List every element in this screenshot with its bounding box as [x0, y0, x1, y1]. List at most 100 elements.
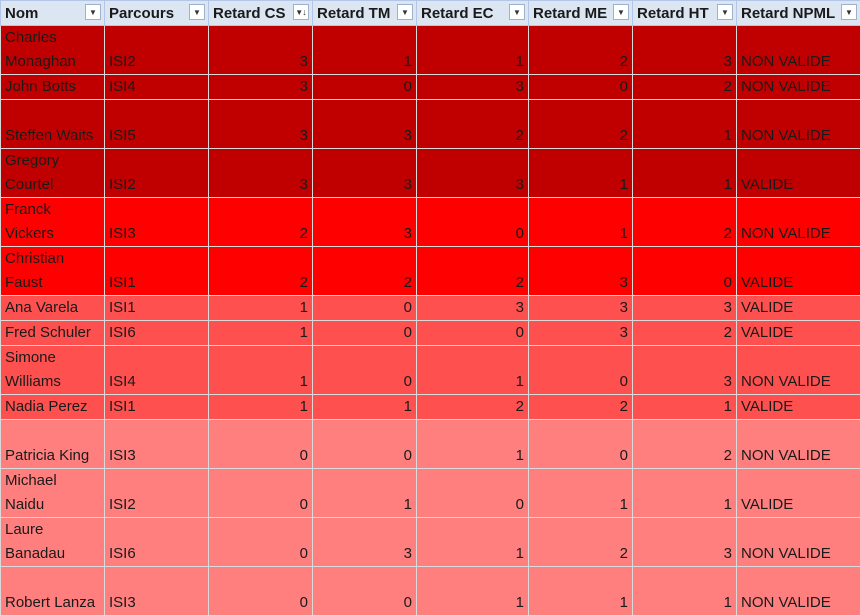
table-cell-me[interactable]: 1	[529, 469, 633, 518]
table-cell-ec[interactable]: 1	[417, 346, 529, 395]
table-cell-me[interactable]: 1	[529, 149, 633, 198]
table-cell-me[interactable]: 1	[529, 198, 633, 247]
table-cell-tm[interactable]: 0	[313, 75, 417, 100]
table-cell-npml[interactable]: NON VALIDE	[737, 100, 860, 149]
table-cell-tm[interactable]: 0	[313, 296, 417, 321]
table-cell-ht[interactable]: 2	[633, 321, 737, 346]
column-header[interactable]: Retard TM▼	[313, 1, 417, 26]
table-cell-parcours[interactable]: ISI1	[105, 296, 209, 321]
table-cell-ec[interactable]: 0	[417, 469, 529, 518]
table-cell-ec[interactable]: 3	[417, 75, 529, 100]
filter-dropdown-icon[interactable]: ▼	[509, 4, 525, 20]
table-cell-me[interactable]: 1	[529, 567, 633, 616]
table-cell-ec[interactable]: 1	[417, 518, 529, 567]
column-header[interactable]: Retard CS▼↓	[209, 1, 313, 26]
table-cell-ht[interactable]: 1	[633, 149, 737, 198]
table-cell-parcours[interactable]: ISI2	[105, 469, 209, 518]
table-cell-cs[interactable]: 0	[209, 567, 313, 616]
table-cell-npml[interactable]: VALIDE	[737, 469, 860, 518]
table-cell-ht[interactable]: 3	[633, 296, 737, 321]
table-cell-me[interactable]: 0	[529, 346, 633, 395]
table-cell-ht[interactable]: 0	[633, 247, 737, 296]
table-cell-npml[interactable]: VALIDE	[737, 395, 860, 420]
table-cell-cs[interactable]: 1	[209, 321, 313, 346]
filter-dropdown-icon[interactable]: ▼	[613, 4, 629, 20]
table-cell-nom[interactable]: Ana Varela	[1, 296, 105, 321]
table-cell-npml[interactable]: NON VALIDE	[737, 567, 860, 616]
table-cell-me[interactable]: 2	[529, 26, 633, 75]
table-cell-cs[interactable]: 3	[209, 75, 313, 100]
table-cell-nom[interactable]: Laure Banadau	[1, 518, 105, 567]
table-cell-tm[interactable]: 0	[313, 420, 417, 469]
table-cell-me[interactable]: 3	[529, 321, 633, 346]
table-cell-ec[interactable]: 0	[417, 198, 529, 247]
table-cell-ht[interactable]: 1	[633, 469, 737, 518]
table-cell-ht[interactable]: 1	[633, 395, 737, 420]
table-cell-me[interactable]: 2	[529, 518, 633, 567]
table-cell-tm[interactable]: 0	[313, 346, 417, 395]
table-cell-parcours[interactable]: ISI2	[105, 26, 209, 75]
table-cell-nom[interactable]: Simone Williams	[1, 346, 105, 395]
table-cell-cs[interactable]: 0	[209, 469, 313, 518]
table-cell-cs[interactable]: 0	[209, 518, 313, 567]
table-cell-npml[interactable]: VALIDE	[737, 296, 860, 321]
table-cell-ht[interactable]: 2	[633, 75, 737, 100]
table-cell-ec[interactable]: 1	[417, 567, 529, 616]
table-cell-ec[interactable]: 0	[417, 321, 529, 346]
table-cell-npml[interactable]: NON VALIDE	[737, 420, 860, 469]
table-cell-parcours[interactable]: ISI3	[105, 198, 209, 247]
table-cell-tm[interactable]: 0	[313, 567, 417, 616]
table-cell-tm[interactable]: 0	[313, 321, 417, 346]
table-cell-tm[interactable]: 3	[313, 198, 417, 247]
table-cell-nom[interactable]: Michael Naidu	[1, 469, 105, 518]
table-cell-npml[interactable]: NON VALIDE	[737, 75, 860, 100]
table-cell-cs[interactable]: 3	[209, 100, 313, 149]
table-cell-ht[interactable]: 2	[633, 420, 737, 469]
filter-dropdown-icon[interactable]: ▼	[85, 4, 101, 20]
table-cell-npml[interactable]: NON VALIDE	[737, 26, 860, 75]
table-cell-nom[interactable]: Robert Lanza	[1, 567, 105, 616]
table-cell-me[interactable]: 0	[529, 75, 633, 100]
table-cell-parcours[interactable]: ISI1	[105, 395, 209, 420]
table-cell-tm[interactable]: 2	[313, 247, 417, 296]
filter-dropdown-icon[interactable]: ▼	[841, 4, 857, 20]
table-cell-ht[interactable]: 1	[633, 567, 737, 616]
column-header[interactable]: Parcours▼	[105, 1, 209, 26]
table-cell-ht[interactable]: 2	[633, 198, 737, 247]
table-cell-npml[interactable]: VALIDE	[737, 321, 860, 346]
table-cell-parcours[interactable]: ISI2	[105, 149, 209, 198]
sort-filter-icon[interactable]: ▼↓	[293, 4, 309, 20]
table-cell-cs[interactable]: 3	[209, 149, 313, 198]
table-cell-ht[interactable]: 1	[633, 100, 737, 149]
table-cell-nom[interactable]: Charles Monaghan	[1, 26, 105, 75]
table-cell-cs[interactable]: 2	[209, 198, 313, 247]
table-cell-me[interactable]: 2	[529, 395, 633, 420]
table-cell-cs[interactable]: 1	[209, 296, 313, 321]
table-cell-tm[interactable]: 3	[313, 518, 417, 567]
table-cell-ec[interactable]: 3	[417, 149, 529, 198]
table-cell-parcours[interactable]: ISI3	[105, 420, 209, 469]
table-cell-me[interactable]: 3	[529, 247, 633, 296]
table-cell-tm[interactable]: 1	[313, 395, 417, 420]
table-cell-tm[interactable]: 3	[313, 149, 417, 198]
table-cell-parcours[interactable]: ISI3	[105, 567, 209, 616]
table-cell-tm[interactable]: 1	[313, 469, 417, 518]
table-cell-me[interactable]: 3	[529, 296, 633, 321]
table-cell-ec[interactable]: 3	[417, 296, 529, 321]
filter-dropdown-icon[interactable]: ▼	[189, 4, 205, 20]
table-cell-me[interactable]: 2	[529, 100, 633, 149]
table-cell-parcours[interactable]: ISI5	[105, 100, 209, 149]
column-header[interactable]: Retard HT▼	[633, 1, 737, 26]
column-header[interactable]: Retard EC▼	[417, 1, 529, 26]
table-cell-nom[interactable]: Fred Schuler	[1, 321, 105, 346]
table-cell-ht[interactable]: 3	[633, 518, 737, 567]
table-cell-nom[interactable]: Gregory Courtel	[1, 149, 105, 198]
table-cell-cs[interactable]: 1	[209, 346, 313, 395]
table-cell-tm[interactable]: 1	[313, 26, 417, 75]
table-cell-parcours[interactable]: ISI4	[105, 346, 209, 395]
table-cell-cs[interactable]: 0	[209, 420, 313, 469]
column-header[interactable]: Nom▼	[1, 1, 105, 26]
table-cell-ht[interactable]: 3	[633, 26, 737, 75]
table-cell-me[interactable]: 0	[529, 420, 633, 469]
column-header[interactable]: Retard NPML▼	[737, 1, 860, 26]
